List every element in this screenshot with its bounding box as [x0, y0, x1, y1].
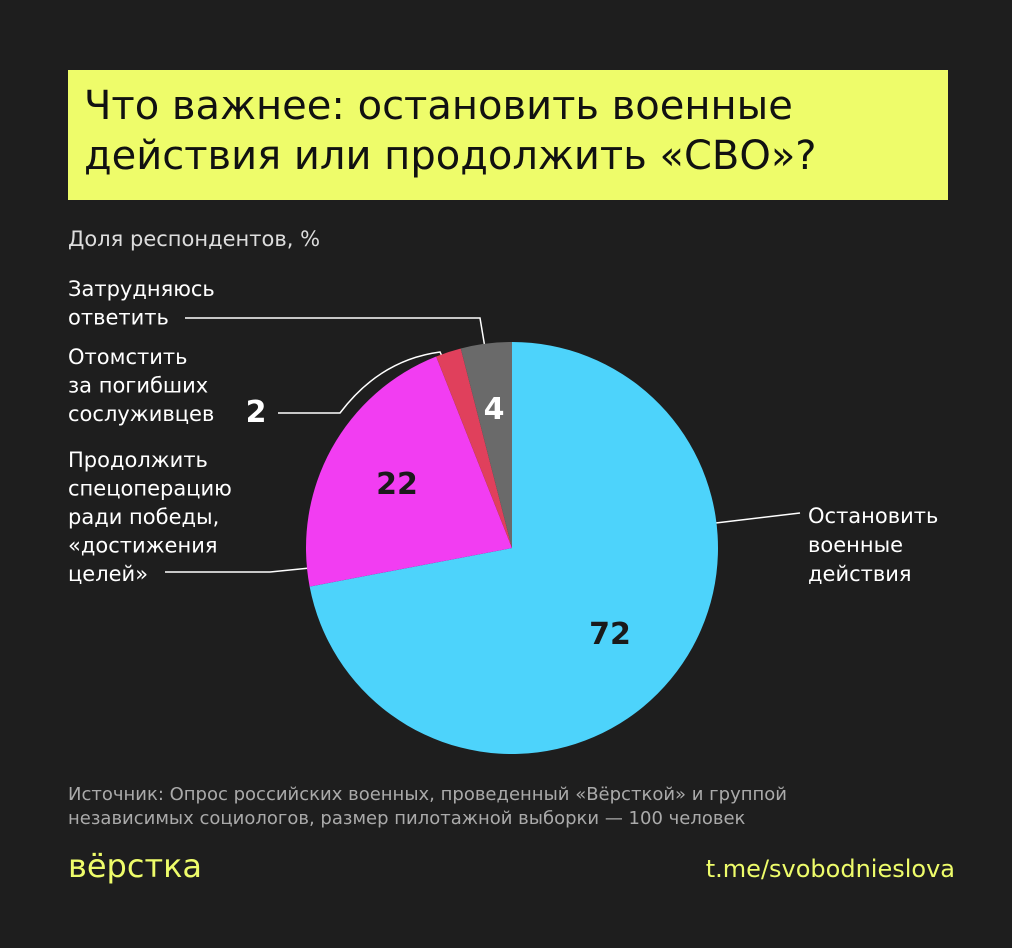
legend-label: Отомстить за погибших сослуживцев: [68, 345, 214, 426]
legend-label: Остановить военные действия: [808, 504, 938, 586]
value-label: 72: [589, 617, 631, 652]
pie-slice: [460, 342, 512, 548]
title-box: [68, 70, 948, 200]
link: t.me/svobodnieslova: [706, 855, 955, 883]
leader-line: [278, 351, 457, 414]
value-label: 2: [246, 395, 267, 430]
subtitle: Доля респондентов, %: [68, 227, 320, 251]
pie: [305, 342, 718, 754]
chart-title: Что важнее: остановить военные действия и…: [84, 83, 817, 179]
pie-slice: [305, 356, 512, 587]
legend-label: Затрудняюсь ответить: [68, 277, 215, 330]
logo: вёрстка: [68, 847, 202, 885]
value-label: 4: [484, 392, 505, 427]
pie-slice: [436, 348, 512, 548]
pie-slice: [309, 342, 718, 754]
legend-label: Продолжить спецоперацию ради победы, «дости…: [68, 448, 232, 586]
source: Источник: Опрос российских военных, пров…: [68, 784, 787, 829]
value-label: 22: [376, 467, 418, 502]
